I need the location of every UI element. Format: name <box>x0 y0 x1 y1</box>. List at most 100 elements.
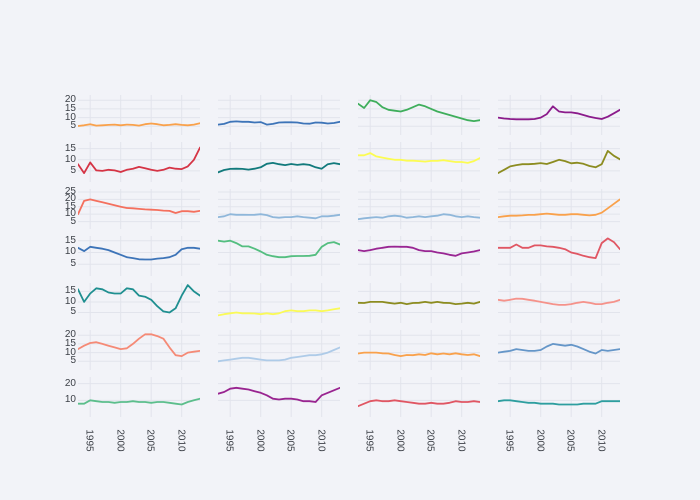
y-tick-label: 15 <box>64 234 76 246</box>
sparkline-svg <box>78 377 200 417</box>
sparkline-svg <box>78 189 200 229</box>
x-tick-label: 2000 <box>254 429 266 452</box>
sparkline-svg <box>218 189 340 229</box>
sparkline-svg <box>498 377 620 417</box>
x-tick-label: 2010 <box>595 429 607 452</box>
line-series-r5c3 <box>358 300 480 306</box>
chart-panel-r4c1: 5 10 15 <box>65 235 200 276</box>
chart-panel-r3c2 <box>218 189 340 229</box>
chart-panel-r4c2 <box>218 236 340 276</box>
line-series-r2c1 <box>78 146 200 175</box>
y-tick-label: 20 <box>64 329 76 341</box>
sparkline-svg <box>218 95 340 135</box>
chart-panel-r2c3 <box>358 142 480 182</box>
chart-panel-r2c1: 5 10 15 <box>65 142 200 182</box>
x-tick-label: 1995 <box>223 429 235 452</box>
chart-panel-r5c3 <box>358 283 480 323</box>
x-tick-label: 2000 <box>534 429 546 452</box>
chart-panel-r1c4 <box>498 95 620 135</box>
y-tick-label: 5 <box>70 258 76 270</box>
line-series-r3c2 <box>218 213 340 220</box>
sparkline-svg <box>498 330 620 370</box>
chart-panel-r6c3 <box>358 330 480 370</box>
y-tick-label: 15 <box>64 337 76 349</box>
sparkline-svg <box>358 330 480 370</box>
chart-panel-r1c3 <box>358 95 480 135</box>
line-series-r7c1 <box>78 397 200 406</box>
chart-panel-r2c4 <box>498 142 620 182</box>
y-tick-label: 5 <box>70 120 76 132</box>
line-series-r6c4 <box>498 342 620 355</box>
sparkline-svg <box>78 142 200 182</box>
x-tick-label: 2000 <box>114 429 126 452</box>
sparkline-svg <box>358 377 480 417</box>
chart-panel-r3c4 <box>498 189 620 229</box>
sparkline-svg <box>78 95 200 135</box>
sparkline-svg <box>218 142 340 182</box>
chart-panel-r5c1: 5 10 15 <box>65 283 200 323</box>
x-tick-label: 1995 <box>83 429 95 452</box>
x-tick-label: 2005 <box>284 429 296 452</box>
y-tick-label: 15 <box>64 285 76 297</box>
y-tick-label: 5 <box>70 164 76 176</box>
chart-panel-r7c1: 10 20 <box>65 377 200 417</box>
line-series-r3c1 <box>78 198 200 216</box>
chart-panel-r5c4 <box>498 283 620 323</box>
line-series-r4c4 <box>498 237 620 260</box>
sparkline-svg <box>218 283 340 323</box>
chart-panel-r6c4 <box>498 330 620 370</box>
x-tick-label: 2010 <box>315 429 327 452</box>
line-series-r4c3 <box>358 245 480 257</box>
line-series-r1c3 <box>358 99 480 123</box>
chart-panel-r7c2 <box>218 377 340 417</box>
sparkline-svg <box>358 142 480 182</box>
x-tick-label: 2005 <box>144 429 156 452</box>
y-tick-label: 10 <box>64 346 76 358</box>
x-axis-labels: 1995 2000 2005 2010 1995 2000 2005 2010 1995 2000… <box>78 421 620 467</box>
y-tick-label: 15 <box>64 200 76 212</box>
chart-panel-r6c1: 5 10 15 20 <box>65 330 200 370</box>
sparkline-svg <box>218 236 340 276</box>
y-tick-label: 10 <box>64 153 76 165</box>
x-tick-label: 1995 <box>503 429 515 452</box>
chart-panel-r7c4 <box>498 377 620 417</box>
sparkline-svg <box>78 236 200 276</box>
sparkline-svg <box>358 189 480 229</box>
chart-panel-r6c2 <box>218 330 340 370</box>
sparkline-svg <box>358 95 480 135</box>
line-series-r2c4 <box>498 149 620 175</box>
chart-panel-r1c2 <box>218 95 340 135</box>
sparkline-svg <box>498 236 620 276</box>
x-tick-label: 2000 <box>394 429 406 452</box>
line-series-r6c1 <box>78 333 200 358</box>
sparkline-svg <box>218 330 340 370</box>
y-tick-label: 15 <box>64 142 76 154</box>
chart-panel-r5c2 <box>218 283 340 323</box>
sparkline-svg <box>498 95 620 135</box>
line-series-r5c1 <box>78 284 200 314</box>
sparkline-svg <box>498 142 620 182</box>
chart-panel-r2c2 <box>218 142 340 182</box>
chart-panel-r7c3 <box>358 377 480 417</box>
chart-panel-r3c3 <box>358 189 480 229</box>
x-tick-label: 2010 <box>455 429 467 452</box>
sparkline-svg <box>218 377 340 417</box>
line-series-r7c3 <box>358 399 480 408</box>
line-series-r7c2 <box>218 386 340 403</box>
line-series-r6c2 <box>218 346 340 363</box>
sparkline-svg <box>78 283 200 323</box>
line-series-r7c4 <box>498 399 620 406</box>
y-tick-label: 10 <box>64 246 76 258</box>
line-series-r4c1 <box>78 245 200 261</box>
y-tick-label: 5 <box>70 355 76 367</box>
line-series-r2c2 <box>218 161 340 174</box>
line-series-r1c1 <box>78 122 200 127</box>
small-multiples-grid: 5 10 15 20 5 10 15 5 10 15 20 25 5 10 15 5 10 15 5 10 15 20 10… <box>65 95 620 417</box>
y-tick-label: 20 <box>64 377 76 389</box>
line-series-r3c3 <box>358 213 480 221</box>
line-series-r2c3 <box>358 152 480 164</box>
x-tick-label: 1995 <box>363 429 375 452</box>
sparkline-svg <box>358 236 480 276</box>
y-tick-label: 10 <box>64 111 76 123</box>
y-tick-label: 10 <box>64 208 76 220</box>
